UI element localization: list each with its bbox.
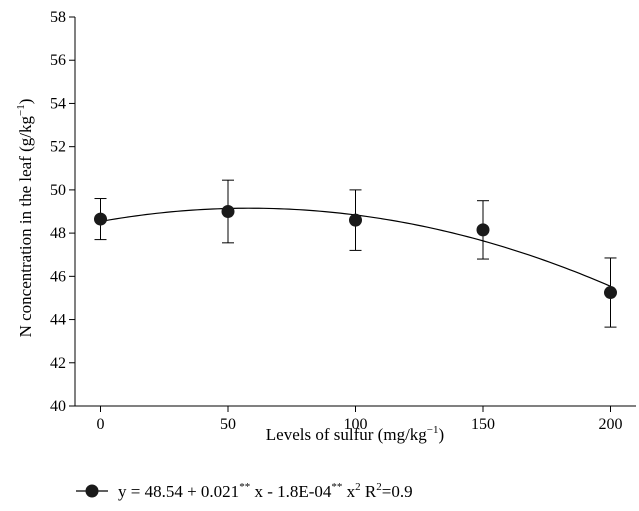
data-point <box>94 212 107 226</box>
data-point <box>476 223 490 237</box>
y-tick-label: 54 <box>50 95 66 112</box>
x-tick-label: 200 <box>599 416 623 433</box>
x-tick-label: 50 <box>220 416 236 433</box>
legend-marker-symbol <box>85 484 99 498</box>
data-point <box>349 213 362 227</box>
y-tick-label: 56 <box>50 52 66 69</box>
error-bars <box>94 179 617 328</box>
y-ticks: 40 42 44 46 48 50 52 54 56 58 <box>50 9 75 415</box>
y-tick-label: 44 <box>50 312 66 329</box>
y-tick-label: 58 <box>50 9 66 26</box>
y-tick-label: 40 <box>50 398 66 415</box>
legend-equation: y = 48.54 + 0.021** x - 1.8E-04** x2 R2=… <box>118 481 413 501</box>
y-tick-label: 50 <box>50 182 66 199</box>
data-points <box>94 205 617 300</box>
data-point <box>221 205 235 218</box>
y-tick-label: 42 <box>50 355 66 372</box>
data-point <box>604 286 617 300</box>
y-tick-label: 46 <box>50 268 66 285</box>
x-axis-title: Levels of sulfur (mg/kg−1) <box>266 424 444 444</box>
x-tick-label: 0 <box>97 416 105 433</box>
y-tick-label: 52 <box>50 139 66 156</box>
y-tick-label: 48 <box>50 225 66 242</box>
x-ticks: 0 50 100 150 200 <box>97 406 623 433</box>
y-axis-title: N concentration in the leaf (g/kg−1) <box>15 99 35 338</box>
plot-area: 40 42 44 46 48 50 52 54 56 58 0 50 100 150 200 <box>50 9 636 433</box>
x-tick-label: 150 <box>471 416 495 433</box>
x-tick-label: 100 <box>344 416 368 433</box>
legend: y = 48.54 + 0.021** x - 1.8E-04** x2 R2=… <box>76 481 413 501</box>
